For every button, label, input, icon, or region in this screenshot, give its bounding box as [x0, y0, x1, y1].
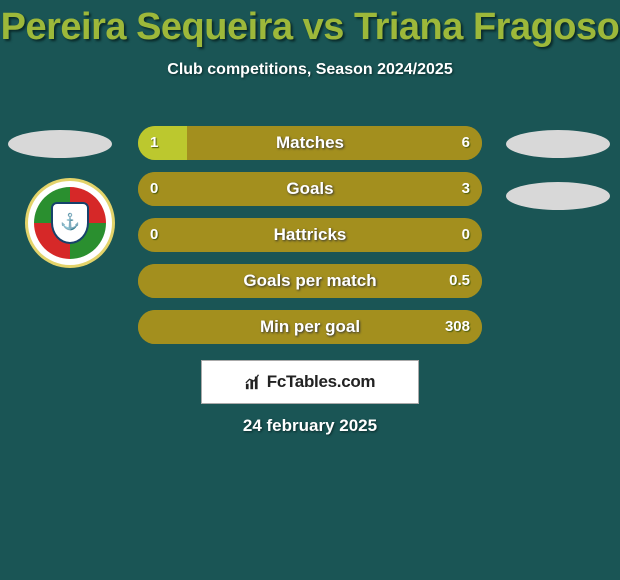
stat-bar-track	[138, 310, 482, 344]
stat-row: 16Matches	[0, 126, 620, 160]
stat-bar-track	[138, 172, 482, 206]
brand-box: FcTables.com	[201, 360, 419, 404]
date-line: 24 february 2025	[0, 416, 620, 436]
stat-value-right: 3	[462, 172, 470, 206]
stat-row: 308Min per goal	[0, 310, 620, 344]
page-title: Pereira Sequeira vs Triana Fragoso	[0, 6, 620, 49]
stat-bar-fill-right	[138, 264, 482, 298]
stat-bar-track	[138, 126, 482, 160]
brand-text: FcTables.com	[267, 372, 376, 392]
stat-bar-fill-right	[187, 126, 482, 160]
stat-bar-track	[138, 218, 482, 252]
stat-bar-fill-right	[138, 310, 482, 344]
stat-value-left: 1	[150, 126, 158, 160]
stat-bars: 16Matches03Goals00Hattricks0.5Goals per …	[0, 126, 620, 356]
comparison-infographic: Pereira Sequeira vs Triana Fragoso Club …	[0, 6, 620, 580]
stat-bar-track	[138, 264, 482, 298]
stat-bar-fill-right	[138, 172, 482, 206]
stat-value-right: 6	[462, 126, 470, 160]
stat-bar-fill-left	[138, 126, 187, 160]
stat-value-left: 0	[150, 218, 158, 252]
stat-value-left: 0	[150, 172, 158, 206]
stat-row: 03Goals	[0, 172, 620, 206]
stat-row: 00Hattricks	[0, 218, 620, 252]
stat-value-right: 308	[445, 310, 470, 344]
bar-chart-icon	[245, 373, 263, 391]
page-subtitle: Club competitions, Season 2024/2025	[0, 61, 620, 79]
stat-row: 0.5Goals per match	[0, 264, 620, 298]
stat-value-right: 0.5	[449, 264, 470, 298]
stat-value-right: 0	[462, 218, 470, 252]
